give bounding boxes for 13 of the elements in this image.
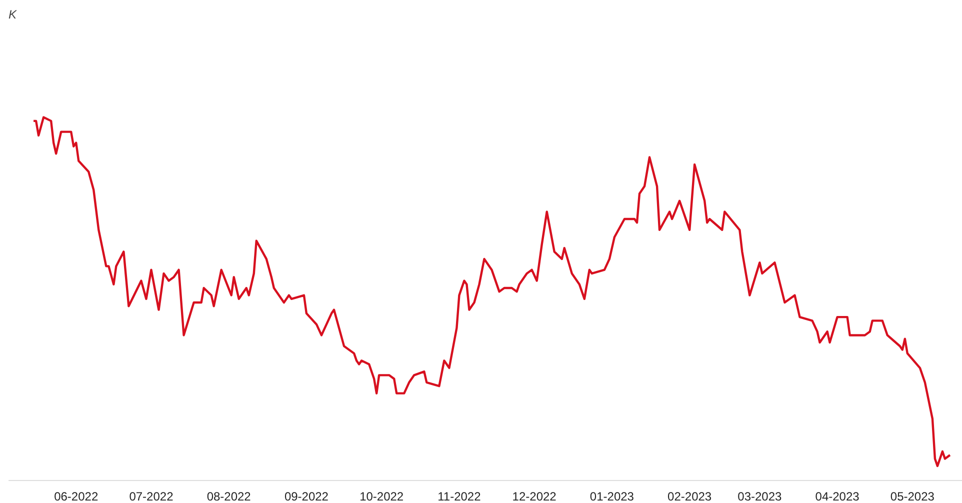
x-tick-label: 04-2023 xyxy=(815,490,860,503)
x-tick-label: 09-2022 xyxy=(284,490,329,503)
x-tick-label: 10-2022 xyxy=(360,490,404,503)
x-tick-label: 05-2023 xyxy=(890,490,935,503)
x-tick-label: 07-2022 xyxy=(129,490,174,503)
x-tick-label: 11-2022 xyxy=(438,490,482,503)
x-tick-label: 03-2023 xyxy=(738,490,782,503)
x-tick-label: 06-2022 xyxy=(54,490,98,503)
chart-subtitle: K xyxy=(8,8,18,22)
x-tick-label: 12-2022 xyxy=(512,490,557,503)
x-tick-label: 01-2023 xyxy=(590,490,634,503)
x-tick-label: 08-2022 xyxy=(206,490,252,503)
x-tick-label: 02-2023 xyxy=(668,490,712,503)
